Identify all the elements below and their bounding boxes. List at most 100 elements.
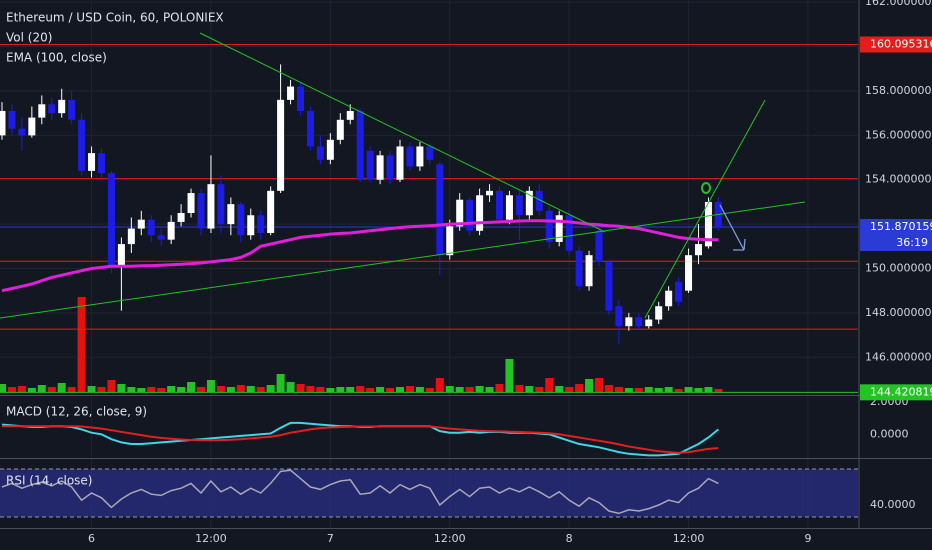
volume-bar xyxy=(634,388,643,392)
rsi-line xyxy=(1,469,719,515)
volume-bar xyxy=(107,380,116,392)
volume-bar xyxy=(595,378,603,392)
candle-body xyxy=(78,119,86,171)
volume-bar xyxy=(515,385,524,392)
volume-bar xyxy=(445,386,454,392)
y-tick-label: 150.00000000 xyxy=(865,262,932,275)
candle-body xyxy=(277,99,285,191)
price-badge xyxy=(860,36,932,53)
candle-body xyxy=(117,244,125,267)
rsi-tick-label: 40.0000 xyxy=(870,498,916,511)
volume-bar xyxy=(614,387,623,392)
price-badge-label: 160.09531676 xyxy=(870,37,932,50)
volume-bar xyxy=(246,386,255,392)
candle-body xyxy=(137,219,145,229)
candle-body xyxy=(704,201,712,247)
candle-body xyxy=(675,281,683,302)
candle-body xyxy=(18,128,26,136)
candle-body xyxy=(535,190,543,211)
volume-bar xyxy=(684,387,693,392)
candle-body xyxy=(366,150,374,180)
price-axis xyxy=(859,0,932,528)
candle-body xyxy=(28,117,36,136)
volume-bar xyxy=(7,387,16,392)
candle-body xyxy=(496,190,503,220)
volume-bar xyxy=(435,378,444,392)
y-tick-label: 162.00000000 xyxy=(865,0,932,8)
candle-body xyxy=(685,255,693,291)
countdown-badge xyxy=(860,235,932,252)
volume-bar xyxy=(505,359,514,392)
volume-bar xyxy=(535,387,544,392)
volume-bar xyxy=(256,387,265,392)
candle-body xyxy=(486,190,494,196)
volume-bar xyxy=(714,389,723,392)
candle-body xyxy=(38,104,46,118)
volume-bar xyxy=(585,379,594,392)
macd-line xyxy=(2,425,719,454)
candle-body xyxy=(207,184,215,229)
volume-bar xyxy=(376,387,385,392)
candle-body xyxy=(227,204,235,225)
volume-bar xyxy=(266,385,275,392)
ema-line xyxy=(1,219,719,293)
x-tick-label: 8 xyxy=(566,532,573,545)
axes: 146.00000000148.00000000150.00000000152.… xyxy=(88,0,932,545)
volume-bar xyxy=(87,386,96,392)
candle-body xyxy=(356,110,364,180)
candle-body xyxy=(456,199,464,227)
volume-bar xyxy=(286,382,295,392)
candle-body xyxy=(585,255,593,287)
countdown: 36:19 xyxy=(896,236,928,249)
volume-bar xyxy=(57,383,66,392)
candle-body xyxy=(127,228,135,245)
candle-body xyxy=(68,99,76,120)
y-tick-label: 154.00000000 xyxy=(865,173,932,186)
candle-body xyxy=(217,184,225,225)
volume-bar xyxy=(386,388,395,392)
volume-bar xyxy=(147,387,156,392)
candle-body xyxy=(346,110,354,120)
volume-bar xyxy=(37,385,46,392)
volume-bar xyxy=(67,387,76,392)
rsi-band xyxy=(0,468,858,517)
x-tick-label: 7 xyxy=(327,532,334,545)
volume-title: Vol (20) xyxy=(6,31,52,45)
marker-circle xyxy=(701,182,711,194)
volume-bar xyxy=(236,385,245,392)
drawings xyxy=(0,32,806,319)
candle-body xyxy=(625,317,633,327)
candle-body xyxy=(386,155,394,180)
candle-body xyxy=(336,119,344,140)
volume-bar xyxy=(0,384,6,392)
candle-body xyxy=(645,319,653,327)
arrow xyxy=(719,204,746,251)
candle-body xyxy=(396,146,404,180)
candle-body xyxy=(147,219,155,236)
volume-bar xyxy=(654,388,663,392)
volume-bar xyxy=(455,387,464,392)
volume-bar xyxy=(495,384,504,392)
volume-bar xyxy=(346,387,355,392)
price-badge xyxy=(860,219,932,236)
candle-body xyxy=(436,164,444,256)
candle-body xyxy=(426,146,434,160)
trend-line xyxy=(199,32,606,233)
volume-bar xyxy=(525,386,534,392)
volume-bar xyxy=(674,389,683,392)
volume-bar xyxy=(565,387,574,392)
x-tick-label: 12:00 xyxy=(434,532,466,545)
candle-body xyxy=(257,215,265,234)
candle-body xyxy=(565,215,573,251)
volume-bar xyxy=(117,384,126,392)
volume-bar xyxy=(366,388,375,392)
volume-bar xyxy=(197,387,205,392)
volume-bar xyxy=(575,384,584,392)
candle-body xyxy=(406,146,414,167)
volume-bar xyxy=(555,386,564,392)
price-badge-label: 151.87015980 xyxy=(870,220,932,233)
candle-body xyxy=(8,110,16,129)
volume-bar xyxy=(485,387,494,392)
candle-body xyxy=(545,210,553,242)
candle-body xyxy=(157,235,165,240)
